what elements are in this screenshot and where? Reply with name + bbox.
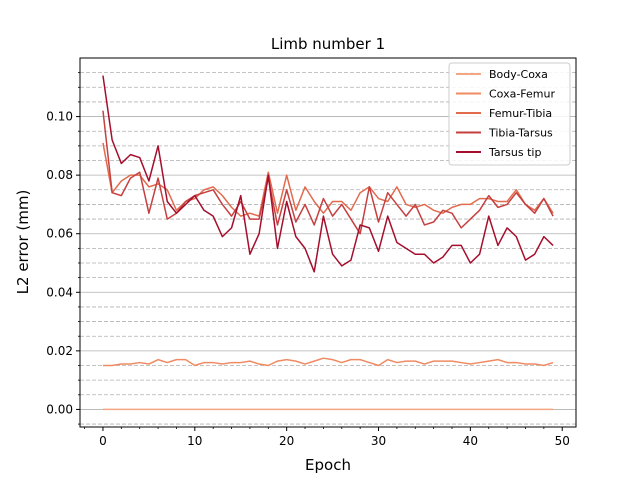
legend-label: Tibia-Tarsus	[488, 127, 553, 140]
legend-label: Coxa-Femur	[489, 88, 555, 101]
grid-lines	[80, 72, 576, 425]
series-coxa-femur	[102, 357, 554, 367]
x-axis-label: Epoch	[305, 456, 351, 474]
x-tick-label: 50	[555, 434, 570, 448]
y-tick-label: 0.06	[46, 227, 73, 241]
chart-title: Limb number 1	[271, 35, 385, 53]
x-tick-label: 0	[99, 434, 107, 448]
plot-frame	[79, 57, 577, 428]
y-tick-label: 0.02	[46, 344, 73, 358]
y-tick-label: 0.00	[46, 402, 73, 416]
x-tick-label: 10	[187, 434, 202, 448]
series-lines	[102, 75, 554, 411]
y-tick-label: 0.04	[46, 285, 73, 299]
legend-box	[448, 62, 571, 166]
series-tarsus-tip	[102, 75, 554, 273]
x-tick-label: 30	[371, 434, 386, 448]
legend-label: Tarsus tip	[488, 146, 541, 159]
x-axis-ticks: 0 10 20 30 40 50	[84, 427, 570, 448]
x-tick-label: 40	[463, 434, 478, 448]
y-axis-label: L2 error (mm)	[14, 190, 32, 295]
y-tick-label: 0.10	[46, 110, 73, 124]
legend: Body-Coxa Coxa-Femur Femur-Tibia Tibia-Tars…	[448, 62, 571, 166]
x-tick-label: 20	[279, 434, 294, 448]
legend-label: Body-Coxa	[489, 68, 548, 81]
y-tick-label: 0.08	[46, 168, 73, 182]
legend-label: Femur-Tibia	[489, 107, 552, 120]
y-axis-ticks: 0.00 0.02 0.04 0.06 0.08 0.10	[46, 72, 80, 425]
